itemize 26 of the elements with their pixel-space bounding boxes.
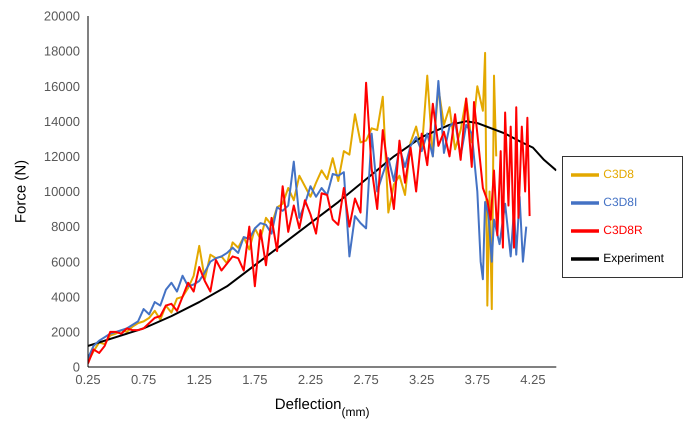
y-tick-label: 8000 [51, 219, 80, 234]
x-tick-label: 2.75 [353, 372, 379, 388]
y-tick-label: 2000 [51, 324, 80, 340]
x-tick-label: 0.75 [130, 372, 156, 388]
legend-label: C3D8R [603, 222, 643, 237]
y-tick-label: 12000 [44, 149, 80, 164]
y-tick-label: 4000 [51, 289, 80, 304]
y-tick-label: 10000 [44, 184, 80, 200]
x-tick-label: 1.25 [186, 372, 212, 388]
legend-label: C3D8I [603, 194, 638, 209]
legend-label: C3D8 [603, 166, 634, 181]
legend-label: Experiment [603, 250, 664, 265]
x-tick-label: 0.25 [75, 372, 101, 388]
x-tick-label: 3.75 [464, 372, 490, 388]
y-tick-label: 0 [72, 360, 80, 375]
x-tick-label: 3.25 [409, 372, 434, 388]
y-tick-label: 14000 [44, 114, 80, 129]
x-tick-label: 1.75 [242, 372, 268, 388]
y-tick-label: 20000 [44, 8, 80, 24]
x-tick-label: 2.25 [298, 372, 324, 388]
y-tick-label: 18000 [44, 44, 80, 59]
x-axis-title: Deflection$_{(mm)}$ [274, 396, 370, 419]
y-tick-label: 6000 [51, 254, 80, 270]
y-tick-label: 16000 [44, 78, 80, 94]
x-tick-label: 4.25 [520, 372, 546, 388]
y-axis-title: Force (N) [12, 160, 30, 224]
